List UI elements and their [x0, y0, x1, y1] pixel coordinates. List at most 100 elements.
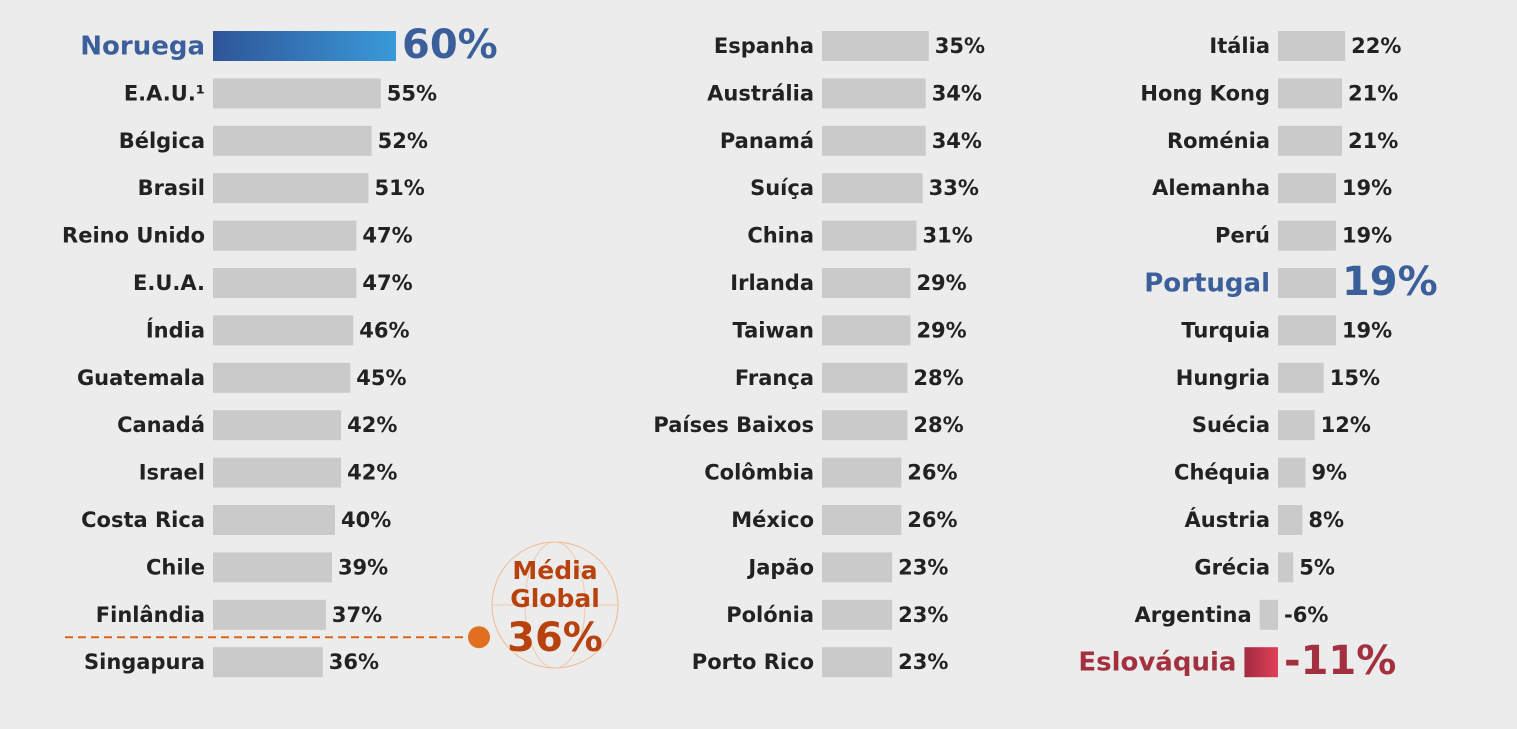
- bar: [213, 362, 351, 393]
- bar: [822, 552, 893, 583]
- bar: [822, 220, 917, 251]
- bar: [1278, 505, 1303, 535]
- value-label: 19%: [1342, 224, 1392, 248]
- bar: [1278, 362, 1324, 393]
- value-label: 37%: [332, 603, 382, 627]
- bar: [822, 410, 908, 441]
- annotation-text: Média: [512, 556, 597, 585]
- category-label: Brasil: [138, 176, 205, 200]
- value-label: 23%: [898, 650, 948, 674]
- bar: [1278, 410, 1315, 441]
- category-label: Finlândia: [96, 603, 205, 627]
- bar: [822, 647, 893, 678]
- category-label: China: [747, 224, 814, 248]
- category-label: Chéquia: [1174, 461, 1270, 485]
- category-label: Portugal: [1144, 269, 1270, 299]
- bar: [213, 125, 372, 156]
- bar: [822, 173, 923, 204]
- bar: [822, 315, 911, 346]
- category-label: Grécia: [1194, 555, 1270, 579]
- category-label: Bélgica: [119, 129, 205, 153]
- bar: [213, 457, 342, 488]
- value-label: 46%: [359, 318, 409, 342]
- value-label: 21%: [1348, 129, 1398, 153]
- bar: [213, 173, 369, 204]
- bar: [822, 505, 902, 535]
- annotation-value: 36%: [507, 615, 603, 661]
- value-label: 23%: [898, 555, 948, 579]
- bar: [1278, 457, 1306, 488]
- bar: [213, 505, 335, 535]
- category-label: Taiwan: [732, 318, 814, 342]
- value-label: 28%: [913, 366, 963, 390]
- value-label: 26%: [907, 461, 957, 485]
- bar: [213, 268, 357, 298]
- bar: [1278, 125, 1343, 156]
- value-label: 26%: [907, 508, 957, 532]
- bar: [1278, 78, 1343, 109]
- value-label: 40%: [341, 508, 391, 532]
- value-label: 34%: [932, 129, 982, 153]
- bar: [1278, 220, 1336, 251]
- category-label: França: [735, 366, 814, 390]
- value-label: 19%: [1342, 176, 1392, 200]
- category-label: Índia: [146, 317, 205, 342]
- value-label: 31%: [923, 224, 973, 248]
- category-label: Chile: [146, 555, 205, 579]
- category-label: Reino Unido: [62, 224, 205, 248]
- bar: [1244, 647, 1278, 678]
- category-label: Canadá: [117, 413, 205, 437]
- category-label: Polónia: [726, 603, 814, 627]
- value-label: 42%: [347, 413, 397, 437]
- value-label: -6%: [1284, 603, 1328, 627]
- bar: [213, 31, 396, 61]
- category-label: Japão: [746, 555, 814, 579]
- bar: [213, 647, 323, 678]
- value-label: 19%: [1342, 318, 1392, 342]
- value-label: 47%: [362, 224, 412, 248]
- category-label: Turquia: [1181, 318, 1270, 342]
- bar: [1278, 315, 1336, 346]
- bar: [822, 31, 929, 61]
- bar: [213, 599, 326, 630]
- value-label: 28%: [913, 413, 963, 437]
- category-label: Itália: [1209, 34, 1270, 58]
- category-label: Colômbia: [704, 461, 814, 485]
- value-label: 33%: [929, 176, 979, 200]
- category-label: Espanha: [714, 34, 814, 58]
- bar: [822, 599, 893, 630]
- annotation-text: Global: [510, 584, 600, 613]
- value-label: 35%: [935, 34, 985, 58]
- value-label: 19%: [1342, 259, 1438, 305]
- category-label: E.U.A.: [133, 271, 205, 295]
- bar: [213, 410, 342, 441]
- category-label: Panamá: [720, 129, 814, 153]
- value-label: 29%: [916, 318, 966, 342]
- value-label: -11%: [1284, 638, 1396, 684]
- category-label: México: [731, 508, 814, 532]
- category-label: Costa Rica: [81, 508, 205, 532]
- value-label: 36%: [329, 650, 379, 674]
- value-label: 15%: [1330, 366, 1380, 390]
- value-label: 55%: [387, 81, 437, 105]
- bar: [213, 78, 381, 109]
- value-label: 8%: [1308, 508, 1344, 532]
- category-label: Suíça: [750, 176, 814, 200]
- category-label: Hong Kong: [1140, 81, 1270, 105]
- bar: [213, 220, 357, 251]
- category-label: Israel: [139, 461, 205, 485]
- category-label: Porto Rico: [692, 650, 814, 674]
- bar: [1278, 268, 1336, 298]
- category-label: Roménia: [1167, 129, 1270, 153]
- bar: [1278, 552, 1294, 583]
- bar: [1278, 31, 1346, 61]
- value-label: 60%: [402, 22, 498, 68]
- value-label: 47%: [362, 271, 412, 295]
- category-label: Guatemala: [77, 366, 205, 390]
- value-label: 51%: [375, 176, 425, 200]
- value-label: 39%: [338, 555, 388, 579]
- value-label: 45%: [356, 366, 406, 390]
- category-label: Áustria: [1185, 507, 1270, 532]
